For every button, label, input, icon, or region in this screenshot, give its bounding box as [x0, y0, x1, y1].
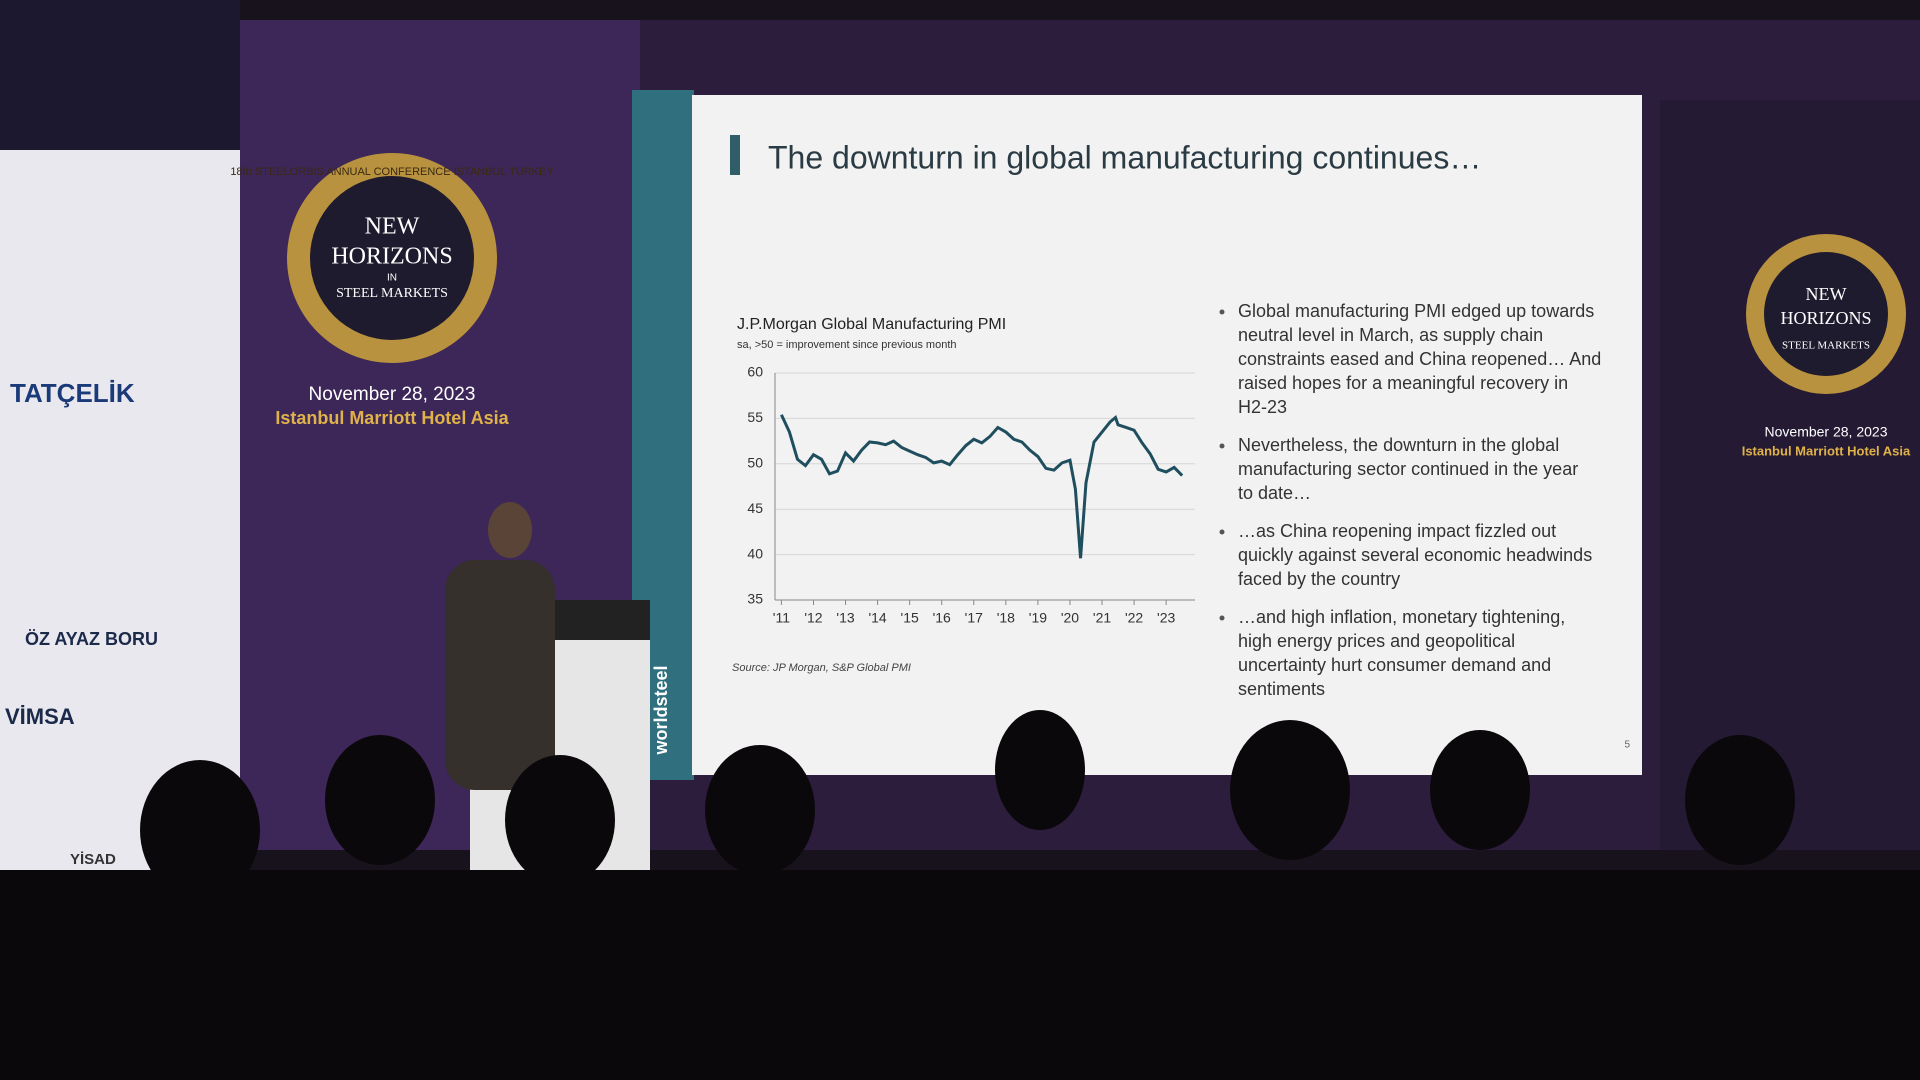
audience-head	[1430, 730, 1530, 850]
logo-ring-text: 18th STEELORBIS ANNUAL CONFERENCE ISTANB…	[230, 166, 554, 178]
x-tick-label: '16	[933, 610, 951, 626]
speaker-head	[488, 502, 532, 558]
bullet-dot	[1219, 615, 1225, 621]
chart-source: Source: JP Morgan, S&P Global PMI	[732, 662, 911, 674]
bullet-text: neutral level in March, as supply chain	[1238, 325, 1543, 345]
x-tick-label: '12	[804, 610, 822, 626]
audience-bodies	[0, 870, 1920, 1080]
logo-text: NEW	[365, 214, 420, 240]
bullet-text: uncertainty hurt consumer demand and	[1238, 655, 1551, 675]
title-marker	[730, 135, 740, 175]
x-tick-label: '20	[1061, 610, 1079, 626]
slide-title: The downturn in global manufacturing con…	[768, 139, 1481, 175]
chart: 35 40 45 50 55 60 '11 '12 '13 '14 '15 '16 '17 '18 '19 '…	[747, 364, 1195, 626]
bullet-dot	[1219, 529, 1225, 535]
chart-title: J.P.Morgan Global Manufacturing PMI	[737, 316, 1006, 333]
logo-center	[310, 176, 474, 340]
chart-subtitle: sa, >50 = improvement since previous mon…	[737, 339, 957, 351]
event-date: November 28, 2023	[1765, 424, 1888, 440]
y-tick-label: 45	[747, 500, 763, 516]
audience-head	[325, 735, 435, 865]
bullet-list: Global manufacturing PMI edged up toward…	[1219, 301, 1601, 699]
page-number: 5	[1624, 740, 1630, 751]
bullet-text: quickly against several economic headwin…	[1238, 545, 1592, 565]
audience-head	[505, 755, 615, 885]
bullet-dot	[1219, 309, 1225, 315]
slide	[692, 95, 1642, 775]
bullet-text: raised hopes for a meaningful recovery i…	[1238, 373, 1568, 393]
data-line	[780, 414, 1184, 559]
audience-head	[995, 710, 1085, 830]
logo-text: HORIZONS	[1780, 308, 1871, 328]
bullet-text: …and high inflation, monetary tightening…	[1238, 607, 1565, 627]
logo-text: HORIZONS	[331, 244, 452, 270]
x-tick-label: '17	[965, 610, 983, 626]
logo-text: STEEL MARKETS	[1782, 340, 1870, 352]
y-tick-label: 40	[747, 545, 763, 561]
x-tick-label: '19	[1029, 610, 1047, 626]
bullet-text: H2-23	[1238, 397, 1287, 417]
x-tick-label: '13	[836, 610, 854, 626]
y-tick-label: 55	[747, 409, 763, 425]
sponsor: ÖZ AYAZ BORU	[25, 629, 158, 649]
audience-head	[1230, 720, 1350, 860]
logo-text: IN	[387, 273, 397, 284]
right-logo: NEW HORIZONS STEEL MARKETS November 28, …	[1742, 234, 1911, 458]
logo-center	[1764, 252, 1888, 376]
x-tick-label: '14	[868, 610, 886, 626]
bullet-text: Global manufacturing PMI edged up toward…	[1238, 301, 1594, 321]
sponsor: TATÇELİK	[10, 378, 135, 408]
bullet-text: constraints eased and China reopened… An…	[1238, 349, 1601, 369]
x-tick-label: '18	[997, 610, 1015, 626]
logo-text: STEEL MARKETS	[336, 286, 448, 301]
sponsor: VİMSA	[5, 704, 75, 729]
sponsor: YİSAD	[70, 851, 116, 868]
x-tick-label: '22	[1125, 610, 1143, 626]
sponsor-header	[0, 0, 240, 150]
event-venue: Istanbul Marriott Hotel Asia	[1742, 443, 1911, 458]
audience-head	[1685, 735, 1795, 865]
sponsors: TATÇELİK ÖZ AYAZ BORU VİMSA	[5, 378, 158, 729]
bullet-text: to date…	[1238, 483, 1311, 503]
bullet-text: sentiments	[1238, 679, 1325, 699]
podium-logo: worldsteel	[651, 665, 671, 755]
y-tick-label: 35	[747, 591, 763, 607]
right-panel	[1660, 100, 1920, 850]
bullet-text: faced by the country	[1238, 569, 1400, 589]
x-tick-label: '15	[901, 610, 919, 626]
bullet-text: …as China reopening impact fizzled out	[1238, 521, 1556, 541]
x-tick-label: '11	[773, 610, 790, 626]
speaker-body	[445, 560, 555, 790]
x-tick-label: '21	[1093, 610, 1111, 626]
audience-head	[140, 760, 260, 900]
audience	[0, 710, 1920, 1080]
audience-head	[705, 745, 815, 875]
left-logo: 18th STEELORBIS ANNUAL CONFERENCE ISTANB…	[230, 153, 554, 428]
bullet-text: manufacturing sector continued in the ye…	[1238, 459, 1578, 479]
bullet-text: Nevertheless, the downturn in the global	[1238, 435, 1559, 455]
x-tick-label: '23	[1157, 610, 1175, 626]
logo-text: NEW	[1806, 284, 1847, 304]
bullet-dot	[1219, 443, 1225, 449]
y-tick-label: 60	[747, 364, 763, 380]
event-date: November 28, 2023	[309, 384, 476, 405]
bullet-text: high energy prices and geopolitical	[1238, 631, 1515, 651]
event-venue: Istanbul Marriott Hotel Asia	[275, 408, 509, 428]
y-tick-label: 50	[747, 455, 763, 471]
